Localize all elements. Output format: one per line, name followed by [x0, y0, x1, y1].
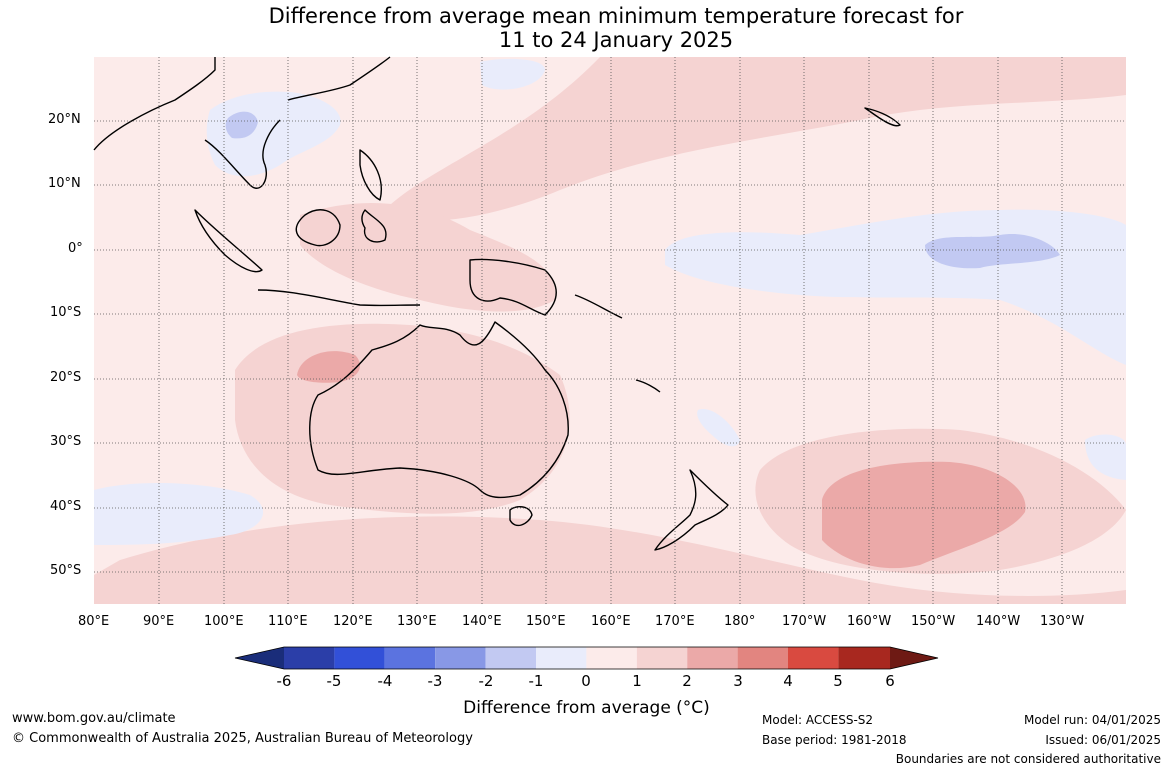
colorbar-segment [636, 647, 688, 669]
new-zealand-coastline [654, 469, 729, 551]
indochina-coastline [204, 119, 281, 189]
lon-label-140w: 140°W [976, 614, 1021, 629]
lon-label-180: 180° [724, 614, 756, 629]
colorbar-tick: -5 [326, 672, 342, 690]
new-caledonia-coastline [635, 379, 661, 393]
map-title: Difference from average mean minimum tem… [0, 4, 1173, 52]
sulawesi-coastline [361, 209, 387, 243]
australia-coastline [309, 321, 569, 499]
lon-label-160e: 160°E [591, 614, 631, 629]
cool-core-equatorial-pacific [925, 234, 1060, 269]
lon-label-150e: 150°E [526, 614, 566, 629]
china-coastline [287, 56, 391, 101]
colorbar-tick: -4 [377, 672, 393, 690]
colorbar-segment [334, 647, 385, 669]
lon-label-170e: 170°E [655, 614, 695, 629]
hawaii-coastline [864, 107, 901, 127]
cool-patch-indian-ocean [94, 483, 264, 545]
lon-label-120e: 120°E [333, 614, 373, 629]
colorbar-tick: 5 [833, 672, 843, 690]
colorbar-tick: 0 [581, 672, 591, 690]
colorbar-tick: 6 [885, 672, 895, 690]
lon-label-80e: 80°E [78, 614, 110, 629]
lon-label-90e: 90°E [143, 614, 175, 629]
colorbar-segment [737, 647, 788, 669]
lat-label-10n: 10°N [48, 176, 81, 191]
colorbar-tick: 2 [682, 672, 692, 690]
lat-label-30s: 30°S [50, 434, 82, 449]
colorbar-title: Difference from average (°C) [463, 698, 710, 718]
cool-patch-tasman [697, 409, 740, 447]
colorbar-tick: -1 [528, 672, 544, 690]
colorbar-arrow-high [890, 647, 938, 669]
warm-core-south-pacific [822, 461, 1026, 569]
solomon-islands-coastline [574, 294, 623, 319]
lat-label-20n: 20°N [48, 112, 81, 127]
cool-patch-east-pacific [1085, 434, 1126, 480]
graticule [94, 57, 1126, 604]
cool-patch-north-pacific [480, 58, 545, 90]
lat-label-40s: 40°S [50, 499, 82, 514]
lon-label-170w: 170°W [782, 614, 827, 629]
lon-label-140e: 140°E [462, 614, 502, 629]
lat-label-10s: 10°S [50, 305, 82, 320]
footer-website: www.bom.gov.au/climate [12, 711, 176, 726]
sumatra-coastline [194, 209, 263, 273]
asia-coastline [93, 57, 216, 151]
lat-label-0: 0° [68, 241, 83, 256]
colorbar-tick: 4 [783, 672, 793, 690]
lon-label-150w: 150°W [911, 614, 956, 629]
coastlines [93, 56, 901, 551]
anomaly-field [94, 57, 1126, 604]
philippines-coastline [359, 149, 382, 201]
colorbar-tick: 3 [733, 672, 743, 690]
lat-label-50s: 50°S [50, 563, 82, 578]
new-guinea-coastline [469, 258, 557, 316]
footer-model: Model: ACCESS-S2 [762, 713, 874, 727]
lon-label-110e: 110°E [268, 614, 308, 629]
warm-band-southern-ocean [94, 516, 1126, 604]
colorbar-tick: -2 [478, 672, 494, 690]
title-line-1: Difference from average mean minimum tem… [268, 4, 964, 28]
colorbar [234, 646, 939, 670]
colorbar-arrow-low [235, 647, 284, 669]
tasmania-coastline [509, 506, 533, 527]
footer-copyright: © Commonwealth of Australia 2025, Austra… [12, 731, 473, 746]
colorbar-tick: -3 [427, 672, 443, 690]
lon-label-100e: 100°E [204, 614, 244, 629]
warm-region-australia [235, 323, 570, 514]
lon-label-130w: 130°W [1040, 614, 1085, 629]
colorbar-segment [687, 647, 738, 669]
lat-label-20s: 20°S [50, 370, 82, 385]
colorbar-segment [586, 647, 637, 669]
colorbar-tick: -6 [276, 672, 292, 690]
footer-issued: Issued: 06/01/2025 [1045, 733, 1161, 747]
borneo-coastline [295, 209, 341, 247]
title-line-2: 11 to 24 January 2025 [498, 28, 734, 52]
colorbar-segment [435, 647, 486, 669]
colorbar-segment [788, 647, 839, 669]
colorbar-segment [384, 647, 436, 669]
footer-model-run: Model run: 04/01/2025 [1023, 713, 1161, 727]
colorbar-tick: 1 [632, 672, 642, 690]
footer-base-period: Base period: 1981-2018 [762, 733, 907, 747]
lon-label-160w: 160°W [847, 614, 892, 629]
warm-core-western-australia [297, 351, 360, 383]
warm-patch-indonesia [300, 203, 556, 312]
lesser-sunda-coastline [257, 289, 421, 307]
colorbar-segment [838, 647, 890, 669]
footer-boundaries: Boundaries are not considered authoritat… [895, 752, 1161, 766]
warm-band-north-pacific [380, 57, 1126, 221]
colorbar-segment [284, 647, 335, 669]
colorbar-segment [485, 647, 536, 669]
colorbar-segment [536, 647, 587, 669]
lon-label-130e: 130°E [397, 614, 437, 629]
cool-core-indochina [225, 111, 258, 139]
